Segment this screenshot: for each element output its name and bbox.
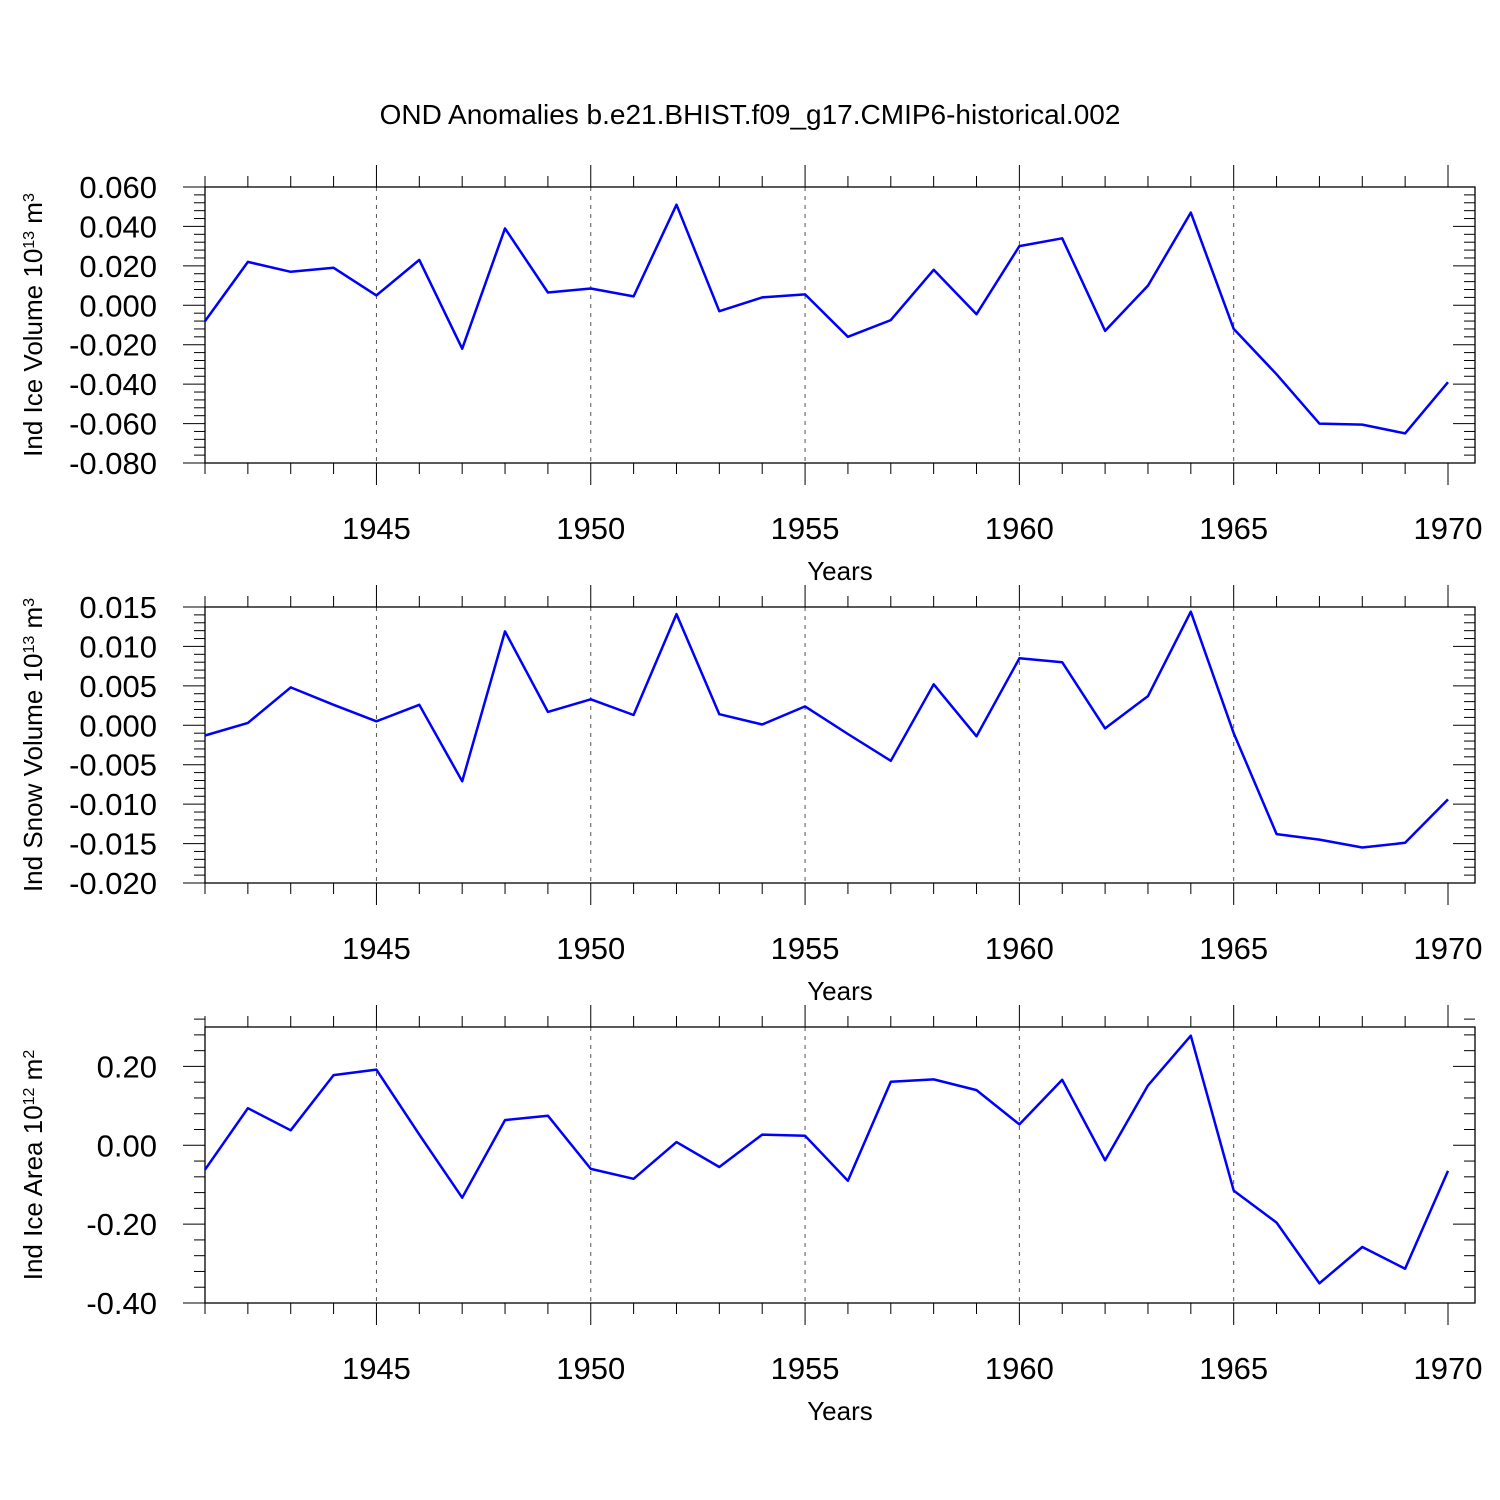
y-axis-label: Ind Ice Area 1012 m2	[18, 1050, 48, 1281]
x-tick-label: 1960	[985, 511, 1054, 546]
x-tick-label: 1965	[1199, 1351, 1268, 1386]
y-axis-label-superscript: 13	[21, 636, 38, 654]
y-tick-label: -0.005	[69, 748, 157, 783]
y-axis-label-superscript: 2	[21, 1050, 38, 1059]
x-tick-label: 1955	[771, 511, 840, 546]
y-tick-label: -0.015	[69, 827, 157, 862]
x-tick-label: 1970	[1414, 1351, 1483, 1386]
series-line	[204, 610, 1449, 849]
data-points	[204, 1035, 1449, 1284]
y-tick-label: -0.010	[69, 787, 157, 822]
plot-frame	[204, 606, 1476, 884]
x-tick-label: 1945	[342, 931, 411, 966]
y-tick-label: -0.080	[69, 446, 157, 481]
y-tick-label: 0.00	[97, 1128, 157, 1163]
y-axis-label-text: Ind Snow Volume 10	[18, 654, 48, 893]
y-axis-label-text: Ind Ice Area 10	[18, 1105, 48, 1280]
y-tick-label: 0.015	[79, 590, 157, 625]
y-tick-label: -0.060	[69, 407, 157, 442]
y-axis-label-superscript: 3	[21, 193, 38, 202]
data-points	[204, 204, 1449, 434]
y-tick-label: 0.000	[79, 288, 157, 323]
x-tick-label: 1960	[985, 931, 1054, 966]
x-tick-label: 1950	[556, 511, 625, 546]
panel-2: -0.020 -0.015 -0.010 -0.005 0.000 0.005 0.010 0…	[18, 585, 1482, 1006]
y-axis: -0.020 -0.015 -0.010 -0.005 0.000 0.005 0.010 0…	[69, 590, 1475, 901]
x-tick-label: 1955	[771, 931, 840, 966]
x-tick-label: 1960	[985, 1351, 1054, 1386]
y-axis-label-superscript: 3	[21, 598, 38, 607]
y-tick-label: -0.040	[69, 367, 157, 402]
series-line	[203, 203, 1449, 435]
y-axis: -0.080 -0.060 -0.040 -0.020 0.000 0.020 0.040 0…	[69, 170, 1475, 481]
figure-title: OND Anomalies b.e21.BHIST.f09_g17.CMIP6-…	[380, 99, 1121, 130]
x-axis-label: Years	[807, 976, 873, 1006]
series-line	[203, 1034, 1450, 1285]
x-tick-label: 1950	[556, 931, 625, 966]
y-tick-label: 0.010	[79, 629, 157, 664]
y-tick-label: -0.20	[86, 1207, 157, 1242]
y-axis-label: Ind Ice Volume 1013 m3	[18, 193, 48, 457]
x-tick-label: 1945	[342, 511, 411, 546]
y-tick-label: 0.020	[79, 249, 157, 284]
data-points	[204, 611, 1449, 848]
y-axis-label-superscript: 13	[21, 231, 38, 249]
x-tick-label: 1970	[1414, 511, 1483, 546]
panel-1: -0.080 -0.060 -0.040 -0.020 0.000 0.020 0.040 0…	[18, 165, 1482, 586]
x-axis-label: Years	[807, 1396, 873, 1426]
x-axis-label: Years	[807, 556, 873, 586]
plot-frame	[204, 1026, 1476, 1304]
y-axis-label-text: m	[18, 202, 48, 231]
y-axis-label-text: Ind Ice Volume 10	[18, 249, 48, 457]
x-tick-label: 1965	[1199, 511, 1268, 546]
x-tick-label: 1955	[771, 1351, 840, 1386]
x-axis: 1945 1950 1955 1960 1965 1970	[204, 165, 1483, 546]
y-tick-label: 0.040	[79, 209, 157, 244]
x-tick-label: 1965	[1199, 931, 1268, 966]
y-tick-label: -0.40	[86, 1286, 157, 1321]
y-axis-label: Ind Snow Volume 1013 m3	[18, 598, 48, 892]
y-axis-label-text: m	[18, 1059, 48, 1088]
y-tick-label: -0.020	[69, 866, 157, 901]
y-tick-label: 0.000	[79, 708, 157, 743]
y-axis: -0.40 -0.20 0.00 0.20	[86, 1018, 1475, 1321]
x-tick-label: 1950	[556, 1351, 625, 1386]
y-tick-label: 0.20	[97, 1049, 157, 1084]
y-tick-label: -0.020	[69, 328, 157, 363]
x-tick-label: 1945	[342, 1351, 411, 1386]
x-tick-label: 1970	[1414, 931, 1483, 966]
y-axis-label-superscript: 12	[21, 1087, 38, 1105]
plot-frame	[204, 186, 1476, 464]
y-axis-label-text: m	[18, 607, 48, 636]
y-tick-label: 0.005	[79, 669, 157, 704]
x-axis: 1945 1950 1955 1960 1965 1970	[204, 1005, 1483, 1386]
y-tick-label: 0.060	[79, 170, 157, 205]
panels: -0.080 -0.060 -0.040 -0.020 0.000 0.020 0.040 0…	[18, 165, 1482, 1426]
x-axis: 1945 1950 1955 1960 1965 1970	[204, 585, 1483, 966]
